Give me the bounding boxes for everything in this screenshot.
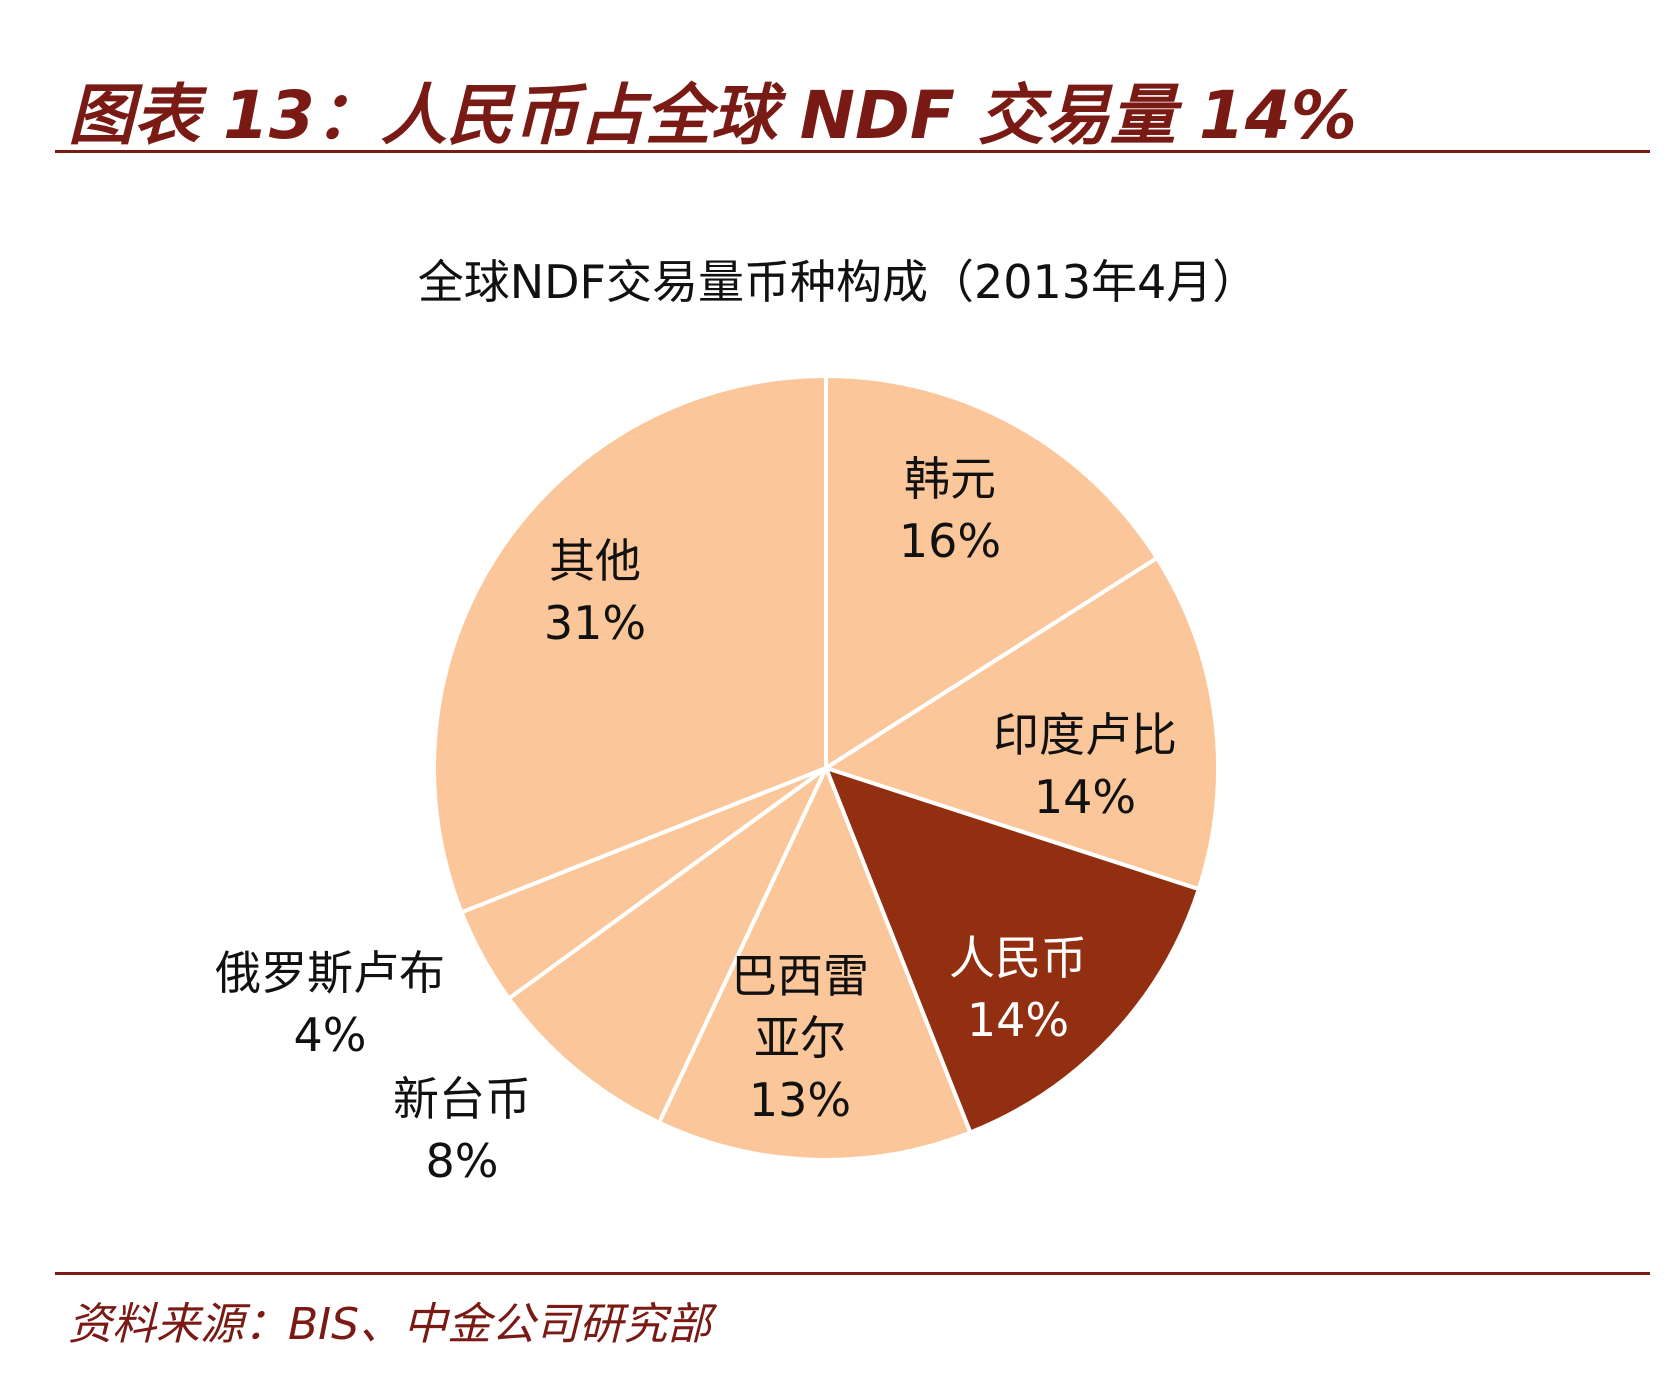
pie-slice-巴西雷亚尔 bbox=[657, 766, 973, 1162]
slice-name: 亚尔 bbox=[754, 1011, 846, 1065]
slice-name: 韩元 bbox=[904, 452, 996, 506]
pie-slice-印度卢比 bbox=[824, 555, 1220, 892]
slice-label-其他: 其他 31% bbox=[544, 534, 646, 650]
slice-label-巴西雷亚尔: 巴西雷亚尔 13% bbox=[731, 949, 869, 1127]
slice-name: 人民币 bbox=[949, 931, 1087, 985]
source-note: 资料来源：BIS、中金公司研究部 bbox=[68, 1299, 712, 1350]
slice-label-人民币: 人民币 14% bbox=[949, 931, 1087, 1047]
slice-percent: 14% bbox=[1034, 770, 1136, 824]
pie-slice-韩元 bbox=[824, 374, 1159, 770]
slice-percent: 16% bbox=[899, 514, 1001, 568]
title-divider bbox=[55, 150, 1650, 153]
pie-slice-新台币 bbox=[506, 766, 828, 1125]
figure-title: 图表 13：人民币占全球 NDF 交易量 14% bbox=[68, 77, 1357, 154]
slice-label-俄罗斯卢布: 俄罗斯卢布 4% bbox=[215, 946, 445, 1062]
slice-percent: 4% bbox=[294, 1008, 367, 1062]
slice-name: 其他 bbox=[549, 534, 641, 588]
slice-name: 俄罗斯卢布 bbox=[215, 946, 445, 1000]
slice-label-新台币: 新台币 8% bbox=[393, 1072, 531, 1188]
slice-percent: 13% bbox=[749, 1073, 851, 1127]
slice-percent: 31% bbox=[544, 596, 646, 650]
pie-labels: 韩元 16% 印度卢比 14% 人民币 14% 巴西雷亚尔 13% 新台币 8% 俄罗斯卢布 4% 其他… bbox=[215, 452, 1177, 1188]
pie-slices bbox=[432, 374, 1220, 1162]
chart-title: 全球NDF交易量币种构成（2013年4月） bbox=[417, 255, 1259, 309]
slice-label-韩元: 韩元 16% bbox=[899, 452, 1001, 568]
slice-label-印度卢比: 印度卢比 14% bbox=[993, 708, 1177, 824]
slice-percent: 8% bbox=[426, 1134, 499, 1188]
slice-percent: 14% bbox=[967, 993, 1069, 1047]
source-divider bbox=[55, 1272, 1650, 1275]
pie-slice-人民币 bbox=[824, 766, 1201, 1135]
slice-name: 新台币 bbox=[393, 1072, 531, 1126]
slice-name: 巴西雷 bbox=[731, 949, 869, 1003]
slice-name: 印度卢比 bbox=[993, 708, 1177, 762]
pie-slice-其他 bbox=[432, 374, 828, 915]
